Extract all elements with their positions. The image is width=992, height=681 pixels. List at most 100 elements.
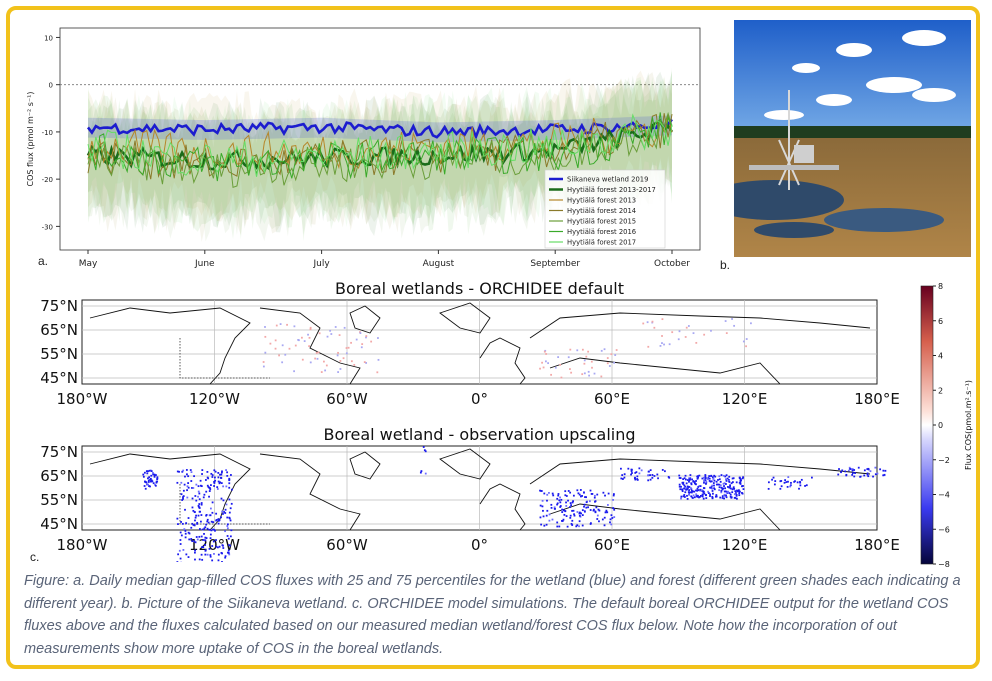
flux-point (543, 524, 546, 527)
flux-point (576, 524, 579, 527)
flux-point (701, 495, 704, 498)
flux-point (220, 497, 223, 500)
flux-point (733, 324, 736, 327)
flux-point (214, 476, 216, 479)
flux-point (194, 519, 196, 522)
flux-point (738, 492, 741, 495)
flux-point (194, 551, 196, 554)
flux-point (692, 480, 695, 483)
flux-point (217, 553, 220, 556)
flux-point (144, 480, 146, 483)
flux-point (598, 509, 601, 512)
lon-tick-label: 60°E (594, 390, 630, 408)
flux-point (561, 508, 564, 511)
flux-point (185, 469, 188, 471)
x-tick-label: May (79, 259, 98, 269)
flux-point (712, 492, 714, 495)
flux-point (565, 501, 567, 504)
coastline (89, 453, 251, 531)
flux-point (731, 318, 733, 320)
flux-point (545, 353, 548, 355)
flux-point (613, 493, 615, 495)
flux-point (315, 351, 318, 354)
flux-point (145, 481, 148, 484)
flux-point (588, 374, 591, 377)
x-tick-label: June (194, 259, 215, 269)
flux-point (189, 469, 192, 471)
flux-point (713, 484, 715, 487)
flux-point (177, 523, 179, 525)
flux-point (686, 497, 689, 500)
flux-point (281, 361, 284, 364)
flux-point (557, 494, 560, 497)
flux-point (727, 490, 730, 493)
flux-point (581, 495, 583, 497)
flux-point (844, 470, 847, 473)
flux-point (227, 523, 229, 526)
flux-point (627, 467, 630, 470)
flux-point (149, 469, 152, 472)
flux-point (156, 480, 159, 483)
flux-point (539, 516, 542, 519)
flux-point (227, 552, 230, 554)
flux-point (193, 540, 196, 543)
flux-point (711, 484, 714, 487)
panel-label-b: b. (720, 258, 731, 272)
flux-point (580, 512, 582, 515)
flux-point (154, 483, 156, 486)
flux-point (720, 489, 723, 492)
flux-point (309, 328, 312, 331)
flux-point (685, 326, 688, 329)
flux-point (560, 376, 563, 379)
flux-point (596, 518, 599, 520)
flux-point (741, 477, 744, 480)
flux-point (564, 494, 567, 497)
flux-point (147, 477, 149, 480)
coastline (529, 458, 871, 485)
flux-point (542, 509, 544, 512)
flux-point (623, 476, 626, 479)
flux-point (572, 500, 574, 503)
flux-point (551, 492, 554, 495)
flux-point (205, 479, 207, 481)
flux-point (709, 480, 712, 483)
flux-point (190, 480, 193, 482)
flux-point (798, 487, 800, 490)
flux-point (213, 485, 215, 487)
flux-point (647, 479, 650, 482)
flux-point (228, 511, 231, 514)
flux-point (581, 373, 584, 376)
lat-tick-label: 45°N (40, 515, 78, 533)
flux-point (725, 496, 728, 499)
flux-point (198, 506, 201, 509)
flux-point (845, 473, 848, 476)
flux-point (154, 484, 157, 487)
flux-point (576, 511, 579, 513)
flux-point (854, 472, 856, 475)
flux-point (742, 340, 745, 343)
flux-point (200, 503, 203, 506)
flux-point (540, 490, 542, 492)
flux-point (209, 488, 212, 491)
flux-point (226, 525, 229, 527)
flux-point (649, 478, 652, 481)
legend-label: Hyytiälä forest 2014 (567, 207, 636, 215)
flux-point (723, 485, 725, 487)
flux-point (688, 480, 690, 483)
flux-point (184, 532, 187, 535)
flux-point (603, 524, 606, 527)
flux-point (621, 474, 624, 477)
flux-point (698, 474, 701, 477)
y-tick-label: 10 (44, 34, 53, 42)
lat-tick-label: 65°N (40, 467, 78, 485)
flux-point (308, 336, 311, 339)
flux-point (565, 495, 568, 497)
flux-point (226, 474, 229, 477)
flux-point (693, 490, 696, 493)
flux-point (186, 473, 188, 476)
flux-point (733, 487, 736, 490)
flux-point (651, 474, 654, 476)
flux-point (184, 508, 186, 511)
flux-point (288, 347, 291, 350)
flux-point (339, 360, 342, 362)
